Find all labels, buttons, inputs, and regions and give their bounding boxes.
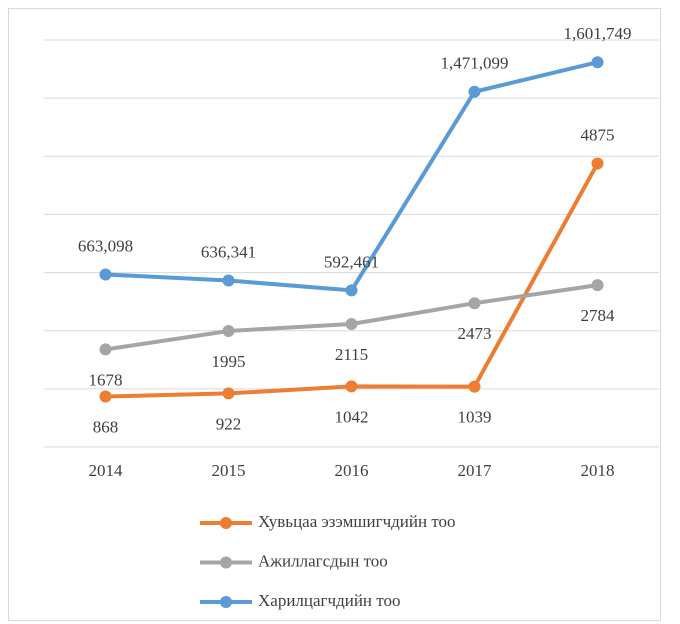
data-label: 2473 [458,324,492,343]
data-label: 1678 [89,370,123,389]
legend-label: Хувьцаа эзэмшигчдийн тоо [258,512,456,531]
data-point [591,279,604,292]
legend-marker [220,517,232,529]
chart-frame [8,8,661,621]
data-point [345,380,358,393]
legend-marker [220,596,232,608]
data-label: 592,461 [324,252,379,271]
data-label: 4875 [581,125,615,144]
data-point [345,318,358,331]
legend-label: Ажиллагсдын тоо [258,551,388,570]
data-point [591,56,604,69]
data-label: 1995 [212,352,246,371]
data-point [99,268,112,281]
x-tick-label: 2017 [458,461,493,480]
data-point [591,157,604,170]
data-label: 1,471,099 [441,54,509,73]
data-label: 922 [216,414,242,433]
data-label: 868 [93,417,119,436]
data-label: 1,601,749 [564,24,632,43]
data-point [222,387,235,400]
data-label: 2115 [335,345,368,364]
data-point [468,297,481,310]
x-tick-label: 2018 [581,461,615,480]
data-point [99,390,112,403]
data-label: 1042 [335,407,369,426]
data-point [99,343,112,356]
data-label: 2784 [581,306,616,325]
data-point [468,85,481,98]
legend-marker [220,556,232,569]
data-label: 1039 [458,407,492,426]
x-tick-label: 2015 [212,461,246,480]
data-label: 663,098 [78,236,133,255]
data-point [468,380,481,393]
data-point [222,274,235,287]
data-label: 636,341 [201,242,256,261]
x-tick-label: 2014 [89,461,124,480]
x-tick-label: 2016 [335,461,369,480]
legend-label: Харилцагчдийн тоо [258,591,400,610]
data-point [345,284,358,297]
data-point [222,325,235,338]
